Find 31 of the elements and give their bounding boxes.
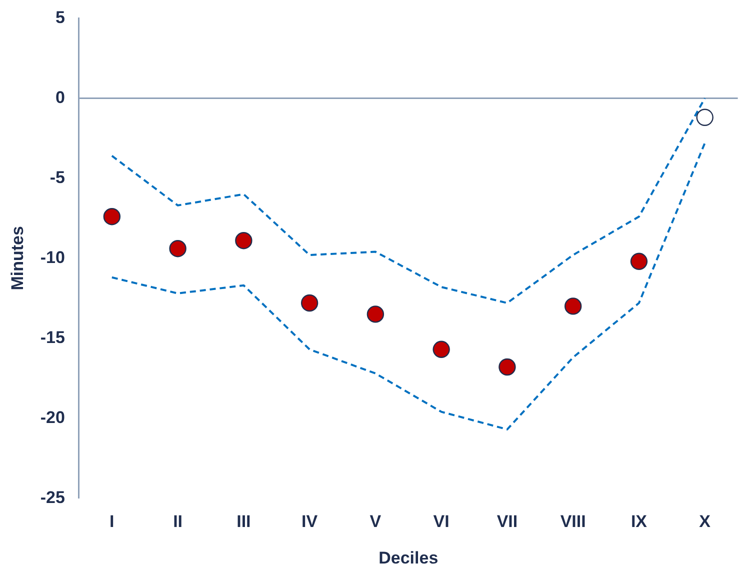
y-tick-label: -20 [40,408,65,427]
point [103,208,121,226]
x-tick-label: V [370,512,382,532]
line-series [110,142,706,430]
point [564,298,582,315]
point [696,108,714,126]
point [169,240,186,258]
y-tick-label: -5 [50,168,65,187]
x-axis-title: Deciles [378,548,438,568]
x-tick-label: I [110,512,114,532]
y-tick-label: 5 [56,8,65,27]
point [630,252,648,270]
y-tick-label: -15 [40,328,65,347]
x-tick-label: VII [496,512,518,532]
y-tick-label: 0 [56,88,65,107]
x-tick-label: VIII [560,512,586,532]
x-tick-label: X [699,512,712,532]
x-tick-label: III [236,512,251,532]
x-tick-label: IX [630,512,648,532]
x-tick-label: II [173,512,183,532]
y-tick-label: -10 [40,248,65,267]
point [235,232,252,250]
point [432,340,450,358]
line-series [110,97,706,304]
y-axis-title: Minutes [8,226,27,290]
x-tick-label: IV [302,512,318,532]
y-tick-label: -25 [40,488,65,507]
point [498,358,516,376]
x-tick-label: VI [433,512,450,532]
point [300,294,318,312]
point [366,306,384,323]
